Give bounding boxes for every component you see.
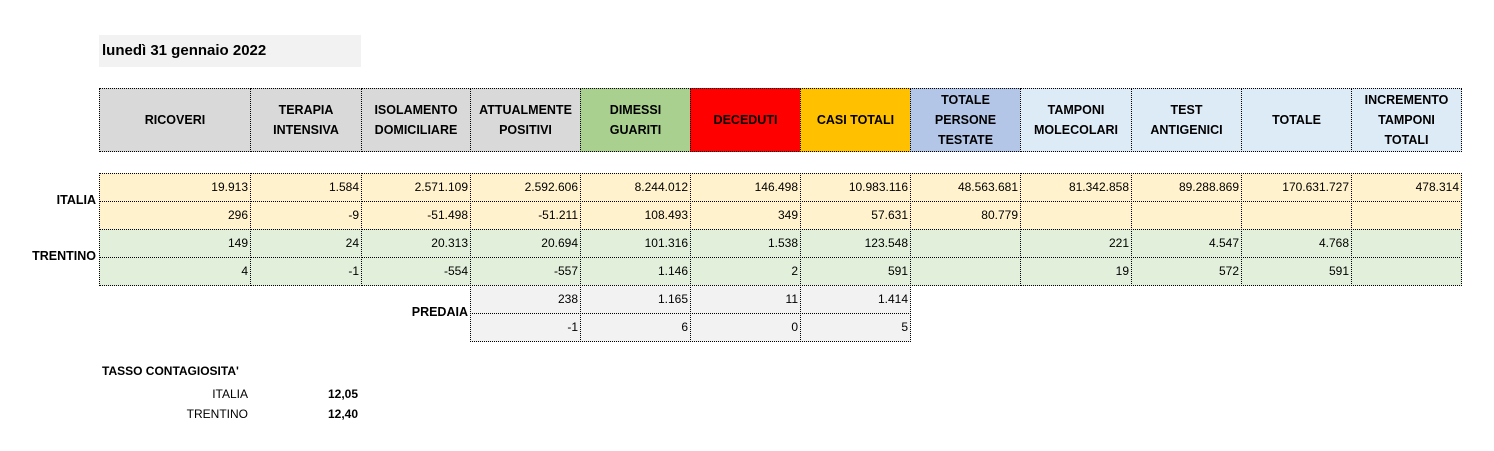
trentino-delta-cell [910, 257, 1021, 286]
trentino-delta-cell: 4 [99, 257, 251, 286]
column-header: ATTUALMENTE POSITIVI [470, 88, 581, 152]
trentino-cell: 221 [1020, 229, 1132, 258]
italia-cell: 478.314 [1351, 173, 1462, 202]
italia-delta-cell: 349 [690, 201, 801, 230]
trentino-cell: 24 [250, 229, 362, 258]
predaia-delta-cell: 0 [690, 313, 801, 342]
trentino-delta-cell: -554 [361, 257, 471, 286]
tasso-trentino-value: 12,40 [327, 407, 358, 421]
trentino-cell: 4.768 [1241, 229, 1352, 258]
italia-cell: 8.244.012 [580, 173, 691, 202]
column-header: TOTALE PERSONE TESTATE [910, 88, 1021, 152]
italia-delta-cell: 108.493 [580, 201, 691, 230]
tasso-trentino-label: TRENTINO [186, 407, 248, 421]
trentino-cell: 4.547 [1131, 229, 1242, 258]
italia-cell: 170.631.727 [1241, 173, 1352, 202]
italia-cell: 2.571.109 [361, 173, 471, 202]
trentino-cell: 149 [99, 229, 251, 258]
trentino-cell [910, 229, 1021, 258]
predaia-delta-cell: 6 [580, 313, 691, 342]
trentino-delta-cell: 19 [1020, 257, 1132, 286]
row-label-trentino: TRENTINO [32, 249, 96, 263]
row-label-predaia: PREDAIA [411, 305, 468, 319]
column-header: TOTALE [1241, 88, 1352, 152]
tasso-title: TASSO CONTAGIOSITA' [102, 364, 239, 378]
italia-delta-cell [1131, 201, 1242, 230]
predaia-cell: 1.414 [800, 285, 911, 314]
italia-delta-cell: -9 [250, 201, 362, 230]
italia-cell: 146.498 [690, 173, 801, 202]
column-header: CASI TOTALI [800, 88, 911, 152]
tasso-italia-label: ITALIA [212, 387, 248, 401]
italia-cell: 81.342.858 [1020, 173, 1132, 202]
italia-delta-cell [1020, 201, 1132, 230]
predaia-delta-cell: 5 [800, 313, 911, 342]
column-header: DECEDUTI [690, 88, 801, 152]
italia-cell: 89.288.869 [1131, 173, 1242, 202]
trentino-cell: 101.316 [580, 229, 691, 258]
trentino-delta-cell: 591 [800, 257, 911, 286]
italia-cell: 48.563.681 [910, 173, 1021, 202]
column-header: RICOVERI [99, 88, 251, 152]
trentino-cell: 20.694 [470, 229, 581, 258]
date-title: lunedì 31 gennaio 2022 [99, 35, 361, 67]
italia-cell: 19.913 [99, 173, 251, 202]
italia-delta-cell: 80.779 [910, 201, 1021, 230]
trentino-delta-cell: 591 [1241, 257, 1352, 286]
predaia-delta-cell: -1 [470, 313, 581, 342]
column-header: DIMESSI GUARITI [580, 88, 691, 152]
italia-delta-cell: -51.211 [470, 201, 581, 230]
italia-cell: 1.584 [250, 173, 362, 202]
column-header: ISOLAMENTO DOMICILIARE [361, 88, 471, 152]
column-header: TERAPIA INTENSIVA [250, 88, 362, 152]
trentino-delta-cell [1351, 257, 1462, 286]
trentino-delta-cell: 572 [1131, 257, 1242, 286]
trentino-cell: 123.548 [800, 229, 911, 258]
tasso-italia-value: 12,05 [327, 387, 358, 401]
column-header: TAMPONI MOLECOLARI [1020, 88, 1132, 152]
trentino-cell: 20.313 [361, 229, 471, 258]
trentino-delta-cell: 1.146 [580, 257, 691, 286]
predaia-cell: 1.165 [580, 285, 691, 314]
trentino-delta-cell: -1 [250, 257, 362, 286]
trentino-cell: 1.538 [690, 229, 801, 258]
row-label-italia: ITALIA [56, 193, 96, 207]
italia-delta-cell: 57.631 [800, 201, 911, 230]
italia-cell: 10.983.116 [800, 173, 911, 202]
italia-cell: 2.592.606 [470, 173, 581, 202]
column-header: TEST ANTIGENICI [1131, 88, 1242, 152]
italia-delta-cell: -51.498 [361, 201, 471, 230]
trentino-cell [1351, 229, 1462, 258]
italia-delta-cell: 296 [99, 201, 251, 230]
italia-delta-cell [1241, 201, 1352, 230]
trentino-delta-cell: 2 [690, 257, 801, 286]
trentino-delta-cell: -557 [470, 257, 581, 286]
predaia-cell: 11 [690, 285, 801, 314]
predaia-cell: 238 [470, 285, 581, 314]
italia-delta-cell [1351, 201, 1462, 230]
column-header: INCREMENTO TAMPONI TOTALI [1351, 88, 1462, 152]
